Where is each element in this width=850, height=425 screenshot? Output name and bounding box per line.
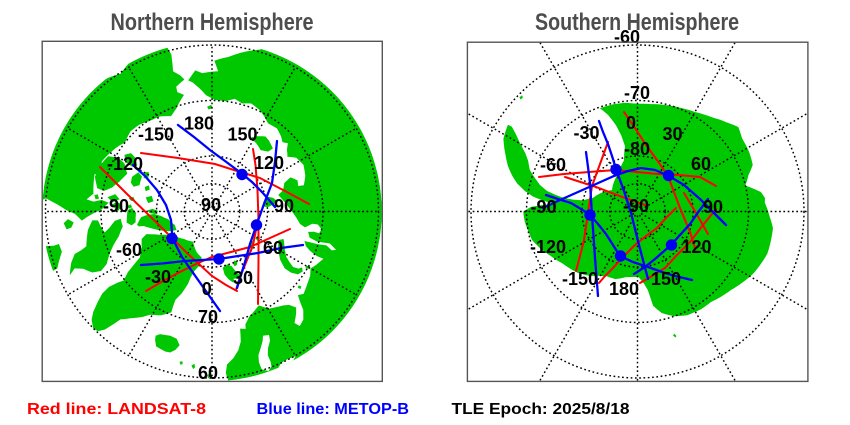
svg-text:90: 90 <box>201 195 221 215</box>
svg-text:0: 0 <box>626 113 636 133</box>
svg-text:-120: -120 <box>107 154 143 174</box>
svg-text:60: 60 <box>198 363 218 383</box>
svg-text:60: 60 <box>691 154 711 174</box>
svg-text:150: 150 <box>227 125 257 145</box>
svg-text:120: 120 <box>254 153 284 173</box>
svg-text:-30: -30 <box>573 123 599 143</box>
svg-text:90: 90 <box>274 196 294 216</box>
svg-text:-150: -150 <box>562 269 598 289</box>
svg-text:30: 30 <box>662 124 682 144</box>
svg-text:Northern Hemisphere: Northern Hemisphere <box>111 9 314 36</box>
svg-text:Red line: LANDSAT-8: Red line: LANDSAT-8 <box>27 401 206 418</box>
svg-text:-60: -60 <box>540 155 566 175</box>
svg-text:-80: -80 <box>624 139 650 159</box>
svg-text:-90: -90 <box>530 197 556 217</box>
svg-text:60: 60 <box>263 238 283 258</box>
svg-text:-150: -150 <box>138 125 174 145</box>
svg-text:TLE Epoch: 2025/8/18: TLE Epoch: 2025/8/18 <box>452 401 630 418</box>
svg-text:180: 180 <box>184 114 214 134</box>
svg-text:Blue line: METOP-B: Blue line: METOP-B <box>257 401 410 418</box>
svg-text:0: 0 <box>202 279 212 299</box>
svg-text:-70: -70 <box>624 83 650 103</box>
svg-text:30: 30 <box>233 268 253 288</box>
svg-text:-60: -60 <box>614 27 640 47</box>
svg-text:90: 90 <box>703 197 723 217</box>
svg-text:120: 120 <box>681 237 711 257</box>
svg-text:-90: -90 <box>103 196 129 216</box>
svg-text:Southern Hemisphere: Southern Hemisphere <box>535 9 739 36</box>
svg-text:-30: -30 <box>145 267 171 287</box>
svg-text:-90: -90 <box>623 196 649 216</box>
svg-text:-120: -120 <box>530 237 566 257</box>
svg-text:70: 70 <box>198 307 218 327</box>
svg-text:-60: -60 <box>116 240 142 260</box>
svg-text:180: 180 <box>609 279 639 299</box>
svg-text:150: 150 <box>651 269 681 289</box>
